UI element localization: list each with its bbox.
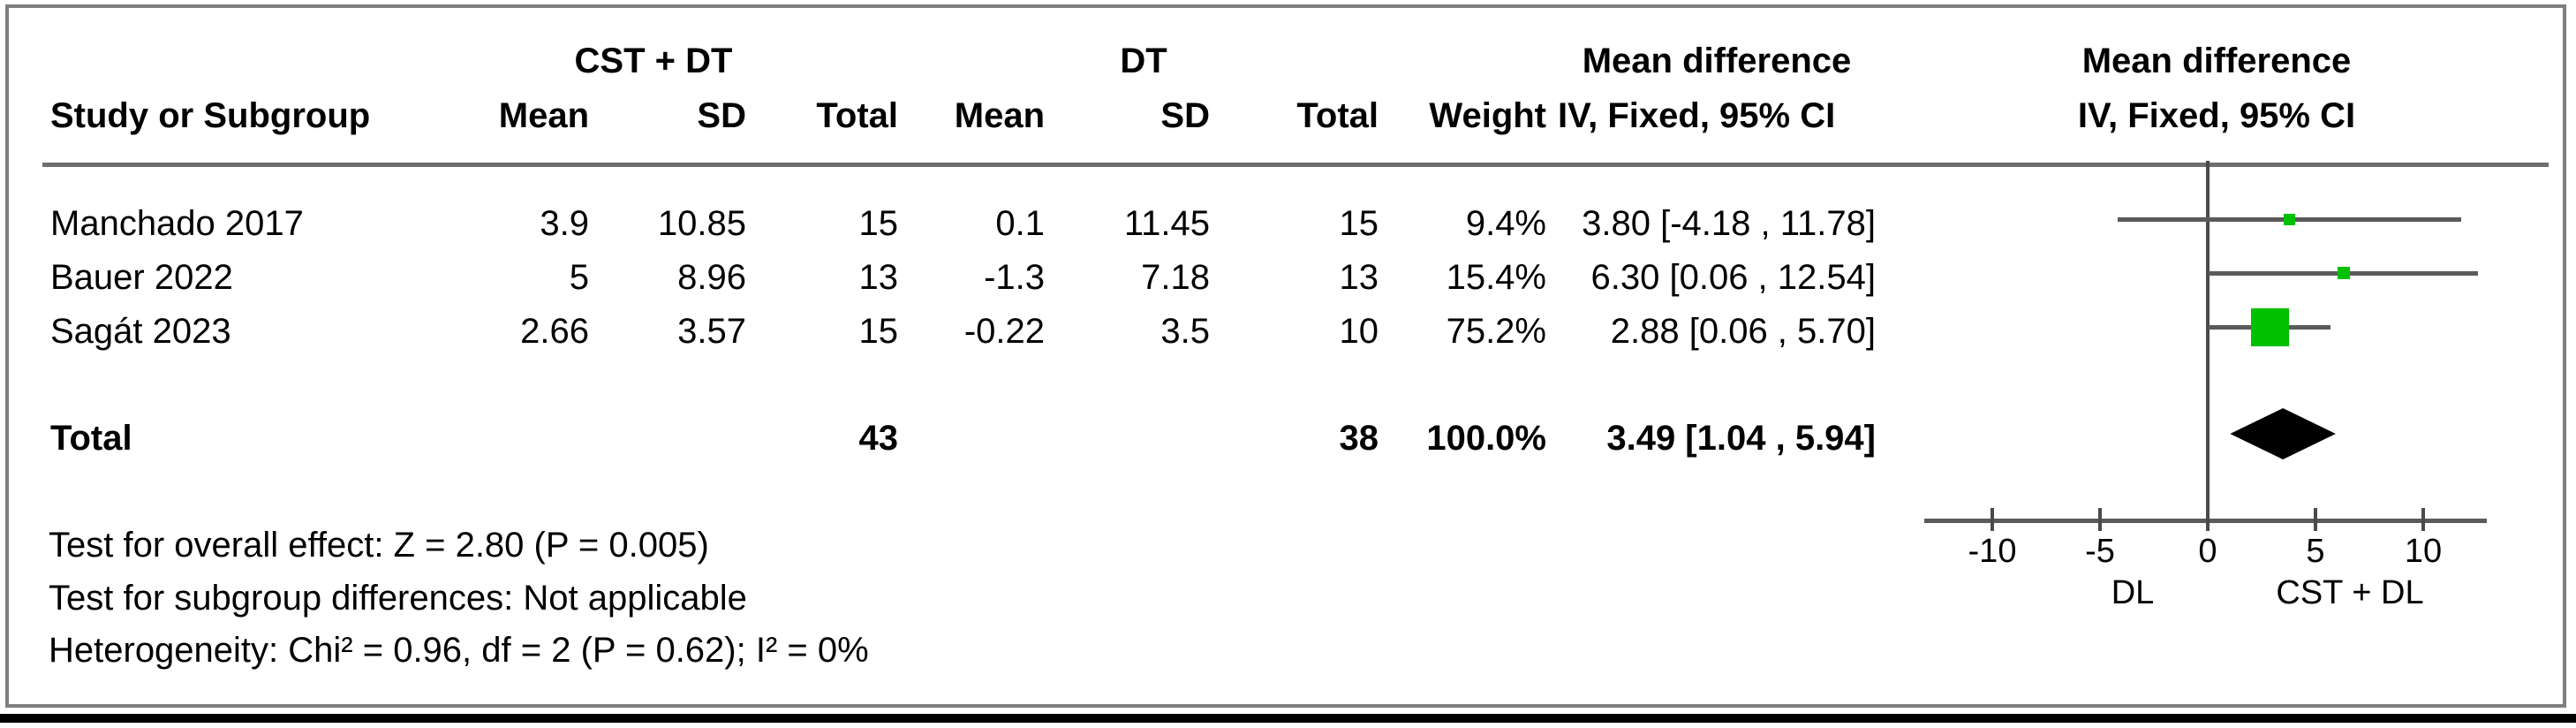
cell-weight: 9.4% bbox=[1465, 204, 1546, 243]
tick-label: 5 bbox=[2306, 533, 2325, 570]
footnote-heterogeneity: Heterogeneity: Chi² = 0.96, df = 2 (P = … bbox=[49, 631, 869, 670]
column-header-iv-plot: IV, Fixed, 95% CI bbox=[2077, 96, 2356, 135]
effect-marker bbox=[2284, 213, 2296, 225]
footnote-subgroup-differences: Test for subgroup differences: Not appli… bbox=[49, 579, 747, 618]
cell-total-dt: 10 bbox=[1339, 312, 1379, 351]
cell-total-cst-dt: 15 bbox=[858, 312, 899, 351]
axis-tick bbox=[2098, 508, 2102, 531]
tick-label: -10 bbox=[1968, 533, 2017, 570]
total-label: Total bbox=[50, 419, 132, 458]
cell-ci-text: 6.30 [0.06 , 12.54] bbox=[1590, 258, 1876, 297]
cell-sd-dt: 7.18 bbox=[1141, 258, 1210, 297]
cell-study-name: Manchado 2017 bbox=[50, 204, 304, 243]
axis-label-left: DL bbox=[2111, 574, 2155, 611]
cell-total-cst-dt: 15 bbox=[858, 204, 899, 243]
cell-study-name: Bauer 2022 bbox=[50, 258, 233, 297]
effect-marker bbox=[2337, 267, 2350, 279]
cell-mean-dt: 0.1 bbox=[995, 204, 1045, 243]
tick-label: -5 bbox=[2085, 533, 2115, 570]
zero-line bbox=[2206, 161, 2210, 520]
column-header-sd-1: SD bbox=[697, 96, 746, 135]
tick-label: 10 bbox=[2404, 533, 2443, 570]
column-header-mean-2: Mean bbox=[954, 96, 1045, 135]
figure-frame: CST + DT DT Mean difference Mean differe… bbox=[5, 4, 2566, 708]
cell-sd-cst-dt: 10.85 bbox=[657, 204, 746, 243]
axis-tick bbox=[2421, 508, 2425, 531]
group-header-mean-difference-plot: Mean difference bbox=[2081, 42, 2352, 80]
cell-mean-cst-dt: 2.66 bbox=[520, 312, 589, 351]
group-header-mean-difference-text: Mean difference bbox=[1582, 42, 1852, 80]
group-header-row: CST + DT DT Mean difference Mean differe… bbox=[9, 40, 2563, 82]
tick-label: 0 bbox=[2198, 533, 2217, 570]
table-row: Bauer 2022 5 8.96 13 -1.3 7.18 13 15.4% … bbox=[9, 256, 2563, 299]
total-n-cst-dt: 43 bbox=[858, 419, 899, 458]
total-weight: 100.0% bbox=[1426, 419, 1546, 458]
effect-marker bbox=[2250, 307, 2289, 346]
cell-mean-cst-dt: 5 bbox=[569, 258, 589, 297]
bottom-rule bbox=[0, 714, 2576, 723]
axis-tick bbox=[2206, 508, 2210, 531]
forest-plot: -10 -5 0 5 10 DL CST + DL bbox=[4, 4, 2576, 728]
footnote-overall-effect: Test for overall effect: Z = 2.80 (P = 0… bbox=[49, 526, 709, 565]
cell-weight: 75.2% bbox=[1446, 312, 1546, 351]
group-header-dt: DT bbox=[1120, 42, 1167, 80]
column-header-mean-1: Mean bbox=[498, 96, 589, 135]
column-header-weight: Weight bbox=[1429, 96, 1546, 135]
column-header-study: Study or Subgroup bbox=[50, 96, 371, 135]
cell-total-cst-dt: 13 bbox=[858, 258, 899, 297]
x-axis-line bbox=[1924, 519, 2487, 523]
column-header-total-2: Total bbox=[1296, 96, 1379, 135]
column-header-total-1: Total bbox=[816, 96, 898, 135]
table-row: Sagát 2023 2.66 3.57 15 -0.22 3.5 10 75.… bbox=[9, 310, 2563, 353]
header-separator bbox=[42, 163, 2549, 167]
group-header-cst-dt: CST + DT bbox=[574, 42, 733, 80]
cell-sd-cst-dt: 3.57 bbox=[677, 312, 746, 351]
column-header-row: Study or Subgroup Mean SD Total Mean SD … bbox=[9, 95, 2563, 137]
total-n-dt: 38 bbox=[1339, 419, 1379, 458]
axis-tick bbox=[2314, 508, 2317, 531]
column-header-sd-2: SD bbox=[1160, 96, 1210, 135]
cell-ci-text: 3.80 [-4.18 , 11.78] bbox=[1582, 204, 1876, 243]
column-header-iv-text: IV, Fixed, 95% CI bbox=[1558, 96, 1836, 135]
axis-label-right: CST + DL bbox=[2276, 574, 2424, 611]
cell-sd-cst-dt: 8.96 bbox=[677, 258, 746, 297]
cell-mean-dt: -0.22 bbox=[963, 312, 1045, 351]
cell-mean-cst-dt: 3.9 bbox=[540, 204, 589, 243]
total-ci-text: 3.49 [1.04 , 5.94] bbox=[1606, 419, 1876, 458]
table-row: Manchado 2017 3.9 10.85 15 0.1 11.45 15 … bbox=[9, 202, 2563, 245]
cell-sd-dt: 11.45 bbox=[1123, 204, 1210, 243]
cell-total-dt: 13 bbox=[1339, 258, 1379, 297]
cell-study-name: Sagát 2023 bbox=[50, 312, 231, 351]
total-row: Total 43 38 100.0% 3.49 [1.04 , 5.94] bbox=[9, 417, 2563, 459]
cell-sd-dt: 3.5 bbox=[1160, 312, 1210, 351]
summary-diamond bbox=[2230, 408, 2336, 459]
axis-tick bbox=[1991, 508, 1994, 531]
cell-ci-text: 2.88 [0.06 , 5.70] bbox=[1610, 312, 1876, 351]
cell-total-dt: 15 bbox=[1339, 204, 1379, 243]
cell-mean-dt: -1.3 bbox=[984, 258, 1045, 297]
cell-weight: 15.4% bbox=[1446, 258, 1546, 297]
